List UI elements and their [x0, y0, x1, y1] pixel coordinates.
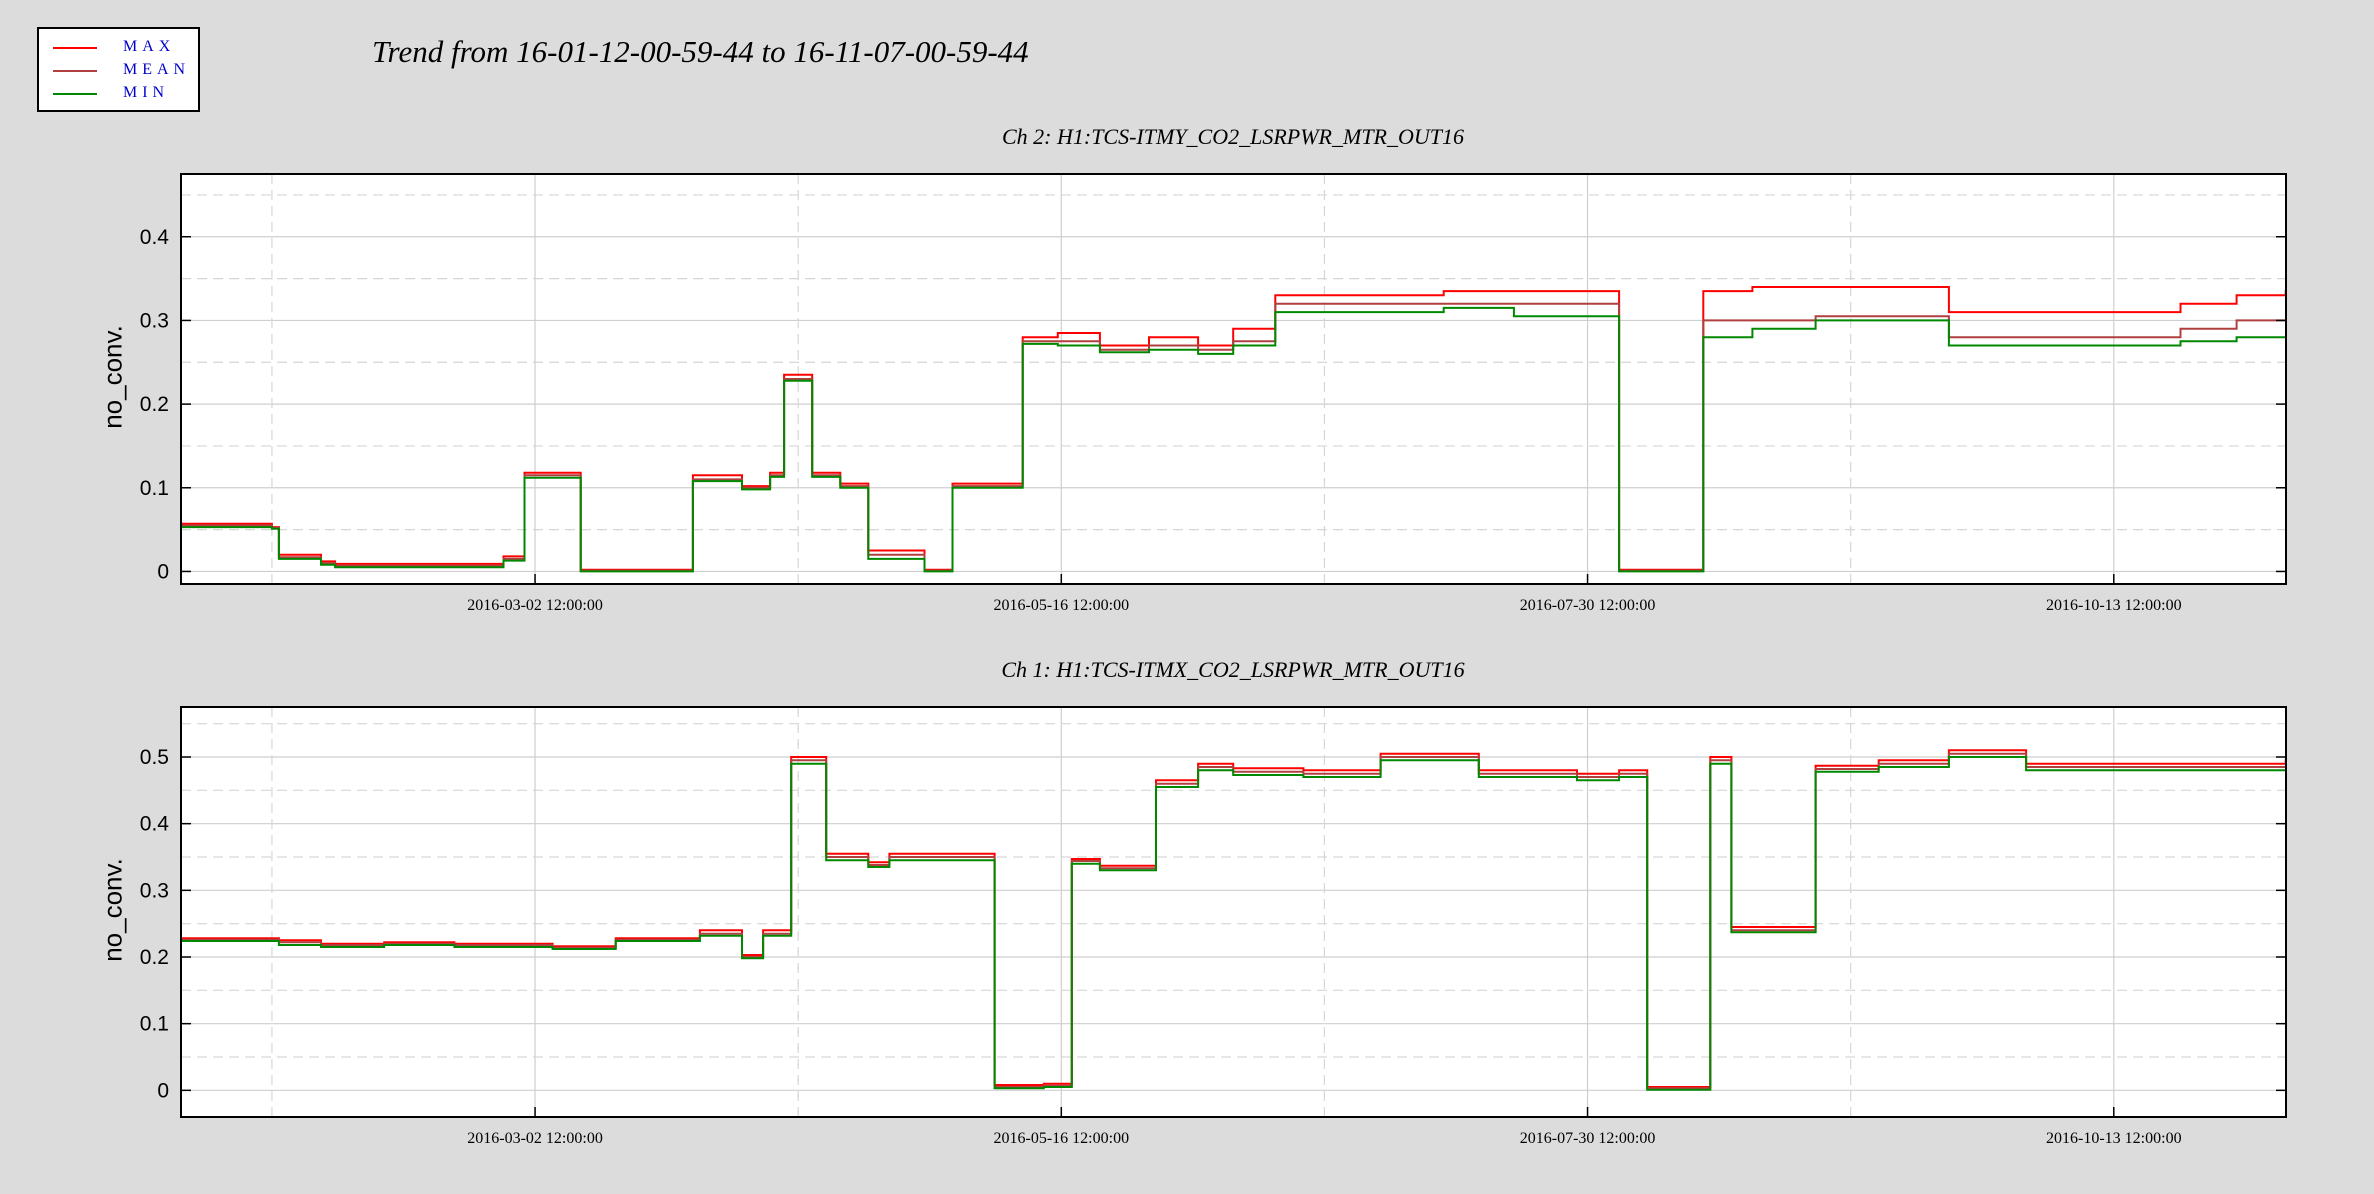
y-tick-label: 0.2: [140, 393, 169, 416]
y-tick-label: 0.1: [140, 477, 169, 500]
legend: MAX MEAN MIN: [37, 27, 200, 112]
x-tick-label: 2016-10-13 12:00:00: [2046, 597, 2182, 614]
x-tick-label: 2016-03-02 12:00:00: [467, 1130, 603, 1147]
y-tick-label: 0.5: [140, 746, 169, 769]
legend-item-mean: MEAN: [53, 61, 193, 81]
y-tick-label: 0.3: [140, 309, 169, 332]
y-tick-label: 0.4: [140, 813, 170, 836]
y-tick-label: 0.2: [140, 946, 169, 969]
series-line-min: [180, 306, 2286, 573]
legend-swatch-min: [53, 93, 97, 95]
x-tick-label: 2016-10-13 12:00:00: [2046, 1130, 2182, 1147]
y-tick-label: 0: [157, 560, 169, 583]
y-tick-label: 0.4: [140, 226, 170, 249]
plot1-title: Ch 2: H1:TCS-ITMY_CO2_LSRPWR_MTR_OUT16: [1001, 124, 1465, 149]
x-tick-label: 2016-05-16 12:00:00: [994, 597, 1130, 614]
legend-label-mean: MEAN: [123, 61, 191, 78]
x-tick-label: 2016-07-30 12:00:00: [1520, 597, 1656, 614]
legend-label-min: MIN: [123, 84, 170, 101]
plot-1: 0 0.1 0.2 0.3 0.4 2016-03-02 12:00:00 2016-05-…: [140, 173, 2287, 614]
plot2-title: Ch 1: H1:TCS-ITMX_CO2_LSRPWR_MTR_OUT16: [1001, 657, 1465, 682]
x-tick-label: 2016-03-02 12:00:00: [467, 597, 603, 614]
series-line-min: [180, 756, 2286, 1091]
legend-label-max: MAX: [123, 38, 176, 55]
series-line-mean: [180, 302, 2286, 572]
x-tick-label: 2016-05-16 12:00:00: [994, 1130, 1130, 1147]
y-tick-label: 0: [157, 1079, 169, 1102]
plot-frame: [180, 173, 2287, 585]
y-tick-label: 0.1: [140, 1013, 169, 1036]
x-tick-label: 2016-07-30 12:00:00: [1520, 1130, 1656, 1147]
chart-main-title: Trend from 16-01-12-00-59-44 to 16-11-07…: [372, 34, 1029, 69]
plot-area: [181, 174, 2286, 584]
y-tick-label: 0.3: [140, 879, 169, 902]
legend-swatch-mean: [53, 70, 97, 72]
plot-2: 0 0.1 0.2 0.3 0.4 0.5 2016-03-02 12:00:00 2016-…: [140, 706, 2287, 1147]
legend-item-max: MAX: [53, 38, 193, 58]
legend-swatch-max: [53, 47, 97, 49]
plot-frame: [180, 706, 2287, 1118]
legend-item-min: MIN: [53, 84, 193, 104]
